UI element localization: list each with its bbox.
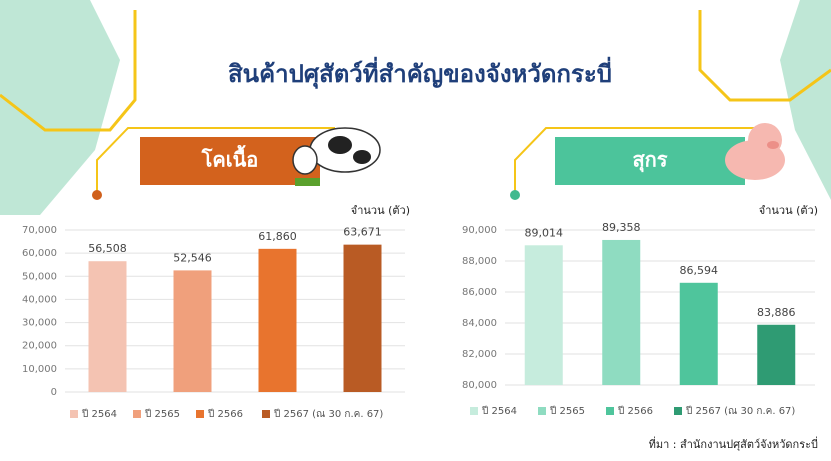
legend-label: ปี 2567 (ณ 30 ก.ค. 67)	[273, 408, 383, 420]
bar	[757, 324, 796, 385]
y-tick-label: 20,000	[22, 341, 57, 352]
legend-swatch	[674, 407, 682, 415]
bar	[524, 245, 563, 385]
value-label: 52,546	[173, 251, 212, 264]
decor-line	[96, 127, 335, 195]
bar	[258, 248, 297, 392]
header-box	[555, 137, 745, 185]
decor-line	[698, 10, 831, 102]
pig-icon	[725, 123, 785, 180]
decor-line	[514, 127, 760, 195]
legend-label: ปี 2564	[81, 408, 117, 420]
y-tick-label: 60,000	[22, 248, 57, 259]
legend-swatch	[196, 410, 204, 418]
decor-dot	[510, 190, 520, 200]
legend-label: ปี 2566	[617, 405, 653, 417]
bar	[679, 282, 718, 385]
y-tick-label: 86,000	[462, 287, 497, 298]
cow-icon	[292, 127, 381, 186]
legend-swatch	[470, 407, 478, 415]
header-box	[140, 137, 320, 185]
y-tick-label: 70,000	[22, 225, 57, 236]
decor-dot	[92, 190, 102, 200]
source: ที่มา : สำนักงานปศุสัตว์จังหวัดกระบี่	[649, 436, 818, 451]
bar	[88, 261, 127, 392]
legend-label: ปี 2565	[144, 408, 180, 420]
value-label: 89,358	[602, 221, 641, 234]
y-tick-label: 82,000	[462, 349, 497, 360]
y-axis-label: จำนวน (ตัว)	[759, 204, 818, 217]
legend-label: ปี 2564	[481, 405, 517, 417]
legend-swatch	[262, 410, 270, 418]
y-tick-label: 0	[51, 387, 57, 398]
decor-shape	[0, 0, 120, 215]
y-tick-label: 30,000	[22, 318, 57, 329]
y-tick-label: 40,000	[22, 294, 57, 305]
y-tick-label: 88,000	[462, 256, 497, 267]
value-label: 63,671	[343, 226, 382, 239]
value-label: 83,886	[757, 306, 796, 319]
legend-swatch	[606, 407, 614, 415]
chart-header: สุกร	[632, 148, 667, 173]
y-tick-label: 50,000	[22, 271, 57, 282]
value-label: 89,014	[525, 226, 564, 239]
y-tick-label: 10,000	[22, 364, 57, 375]
legend-label: ปี 2565	[549, 405, 585, 417]
bar	[602, 239, 641, 385]
legend-swatch	[133, 410, 141, 418]
y-tick-label: 84,000	[462, 318, 497, 329]
y-tick-label: 90,000	[462, 225, 497, 236]
bar	[343, 244, 382, 392]
value-label: 61,860	[258, 230, 297, 243]
y-axis-label: จำนวน (ตัว)	[351, 204, 410, 217]
legend-label: ปี 2566	[207, 408, 243, 420]
value-label: 56,508	[88, 242, 127, 255]
legend-label: ปี 2567 (ณ 30 ก.ค. 67)	[685, 405, 795, 417]
decor-line	[0, 10, 137, 132]
value-label: 86,594	[680, 264, 719, 277]
y-tick-label: 80,000	[462, 380, 497, 391]
decor-shape	[780, 0, 831, 200]
legend-swatch	[538, 407, 546, 415]
chart-header: โคเนื้อ	[201, 145, 259, 172]
bar	[173, 270, 212, 392]
legend-swatch	[70, 410, 78, 418]
title: สินค้าปศุสัตว์ที่สำคัญของจังหวัดกระบี่	[228, 56, 612, 90]
